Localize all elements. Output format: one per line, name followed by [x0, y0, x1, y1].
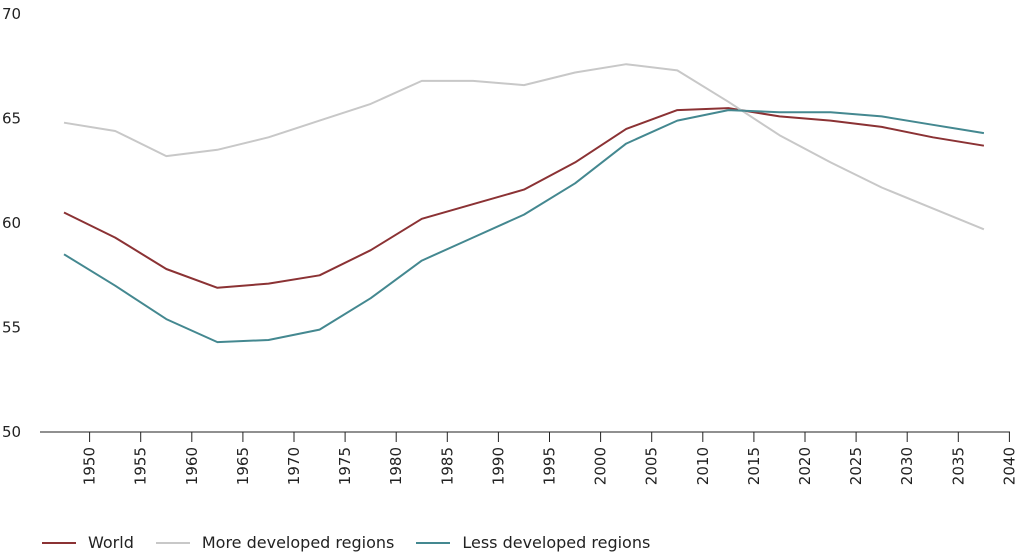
world-line: [63, 107, 985, 289]
less-developed-line: [63, 109, 985, 344]
y-tick-label: 65: [2, 110, 21, 128]
x-tick-label: 1965: [234, 447, 252, 485]
x-axis: 1950 1955 1960 1965 1970 1975 1980 1985 1990 1995…: [40, 431, 1018, 485]
x-tick-label: 2005: [643, 447, 661, 485]
x-tick-label: 1960: [183, 447, 201, 485]
legend-item-less-developed: Less developed regions: [416, 533, 650, 552]
x-tick-label: 1975: [336, 447, 354, 485]
x-tick-label: 2040: [1000, 447, 1018, 485]
legend-swatch-more-developed: [155, 541, 190, 544]
x-tick-label: 1995: [541, 447, 559, 485]
y-tick-label: 55: [2, 319, 21, 337]
legend-label-world: World: [88, 533, 134, 552]
legend: World More developed regions Less develo…: [42, 533, 672, 552]
x-tick-label: 1970: [285, 447, 303, 485]
legend-label-less-developed: Less developed regions: [462, 533, 651, 552]
y-tick-label: 50: [2, 423, 21, 441]
x-tick-label: 2030: [898, 447, 916, 485]
x-tick-label: 1985: [438, 447, 456, 485]
y-tick-label: 60: [2, 214, 21, 232]
x-tick-label: 2020: [796, 447, 814, 485]
x-tick-label: 2010: [694, 447, 712, 485]
more-developed-line: [63, 63, 985, 231]
series-lines: [63, 63, 985, 344]
y-axis-ticks: 50 55 60 65 70: [2, 5, 21, 441]
x-tick-label: 2015: [745, 447, 763, 485]
legend-swatch-less-developed: [416, 541, 451, 544]
legend-item-more-developed: More developed regions: [155, 533, 395, 552]
x-tick-label: 2035: [949, 447, 967, 485]
x-tick-label: 1980: [387, 447, 405, 485]
legend-label-more-developed: More developed regions: [201, 533, 395, 552]
legend-item-world: World: [42, 533, 134, 552]
x-tick-label: 1955: [132, 447, 150, 485]
x-tick-label: 1950: [81, 447, 99, 485]
x-tick-label: 1990: [489, 447, 507, 485]
legend-swatch-world: [42, 541, 76, 544]
x-tick-label: 2025: [847, 447, 865, 485]
x-tick-label: 2000: [592, 447, 610, 485]
y-tick-label: 70: [2, 5, 21, 23]
